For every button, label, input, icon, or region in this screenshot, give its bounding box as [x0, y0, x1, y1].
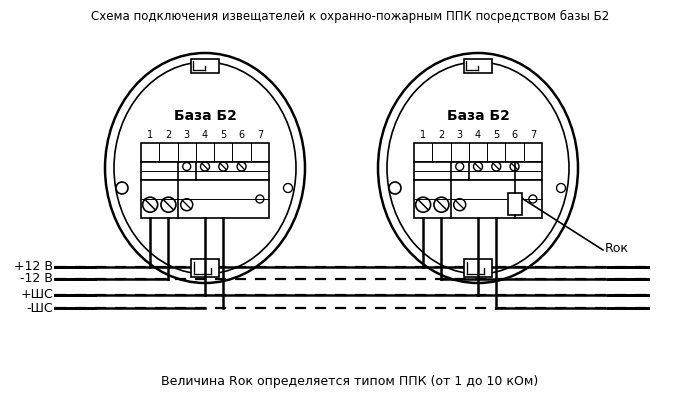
Text: 7: 7 [530, 130, 536, 140]
Text: 1: 1 [147, 130, 153, 140]
Text: -ШС: -ШС [27, 302, 53, 314]
Text: 3: 3 [183, 130, 190, 140]
Text: Схема подключения извещателей к охранно-пожарным ППК посредством базы Б2: Схема подключения извещателей к охранно-… [91, 10, 609, 23]
Bar [191, 259, 219, 277]
Text: 7: 7 [257, 130, 263, 140]
Bar [508, 193, 522, 215]
Text: 4: 4 [475, 130, 481, 140]
Text: 5: 5 [494, 130, 499, 140]
Text: +12 В: +12 В [14, 261, 53, 273]
Text: 6: 6 [239, 130, 244, 140]
Text: 4: 4 [202, 130, 208, 140]
Bar [191, 59, 219, 73]
Text: 2: 2 [438, 130, 444, 140]
Ellipse shape [105, 53, 305, 283]
Ellipse shape [378, 53, 578, 283]
Text: 1: 1 [420, 130, 426, 140]
Text: База Б2: База Б2 [447, 109, 510, 123]
Bar [141, 162, 269, 180]
Text: 3: 3 [456, 130, 463, 140]
Bar [464, 59, 492, 73]
Bar [414, 143, 542, 162]
Text: 6: 6 [512, 130, 517, 140]
Bar [464, 259, 492, 277]
Text: Величина Rок определяется типом ППК (от 1 до 10 кОм): Величина Rок определяется типом ППК (от … [162, 375, 538, 388]
Bar [141, 143, 269, 162]
Bar [141, 180, 269, 218]
Text: База Б2: База Б2 [174, 109, 237, 123]
Bar [414, 162, 542, 180]
Text: Rок: Rок [605, 242, 629, 254]
Text: -12 В: -12 В [20, 273, 53, 285]
Text: 5: 5 [220, 130, 226, 140]
Bar [414, 180, 542, 218]
Text: 2: 2 [165, 130, 172, 140]
Text: +ШС: +ШС [20, 289, 53, 302]
